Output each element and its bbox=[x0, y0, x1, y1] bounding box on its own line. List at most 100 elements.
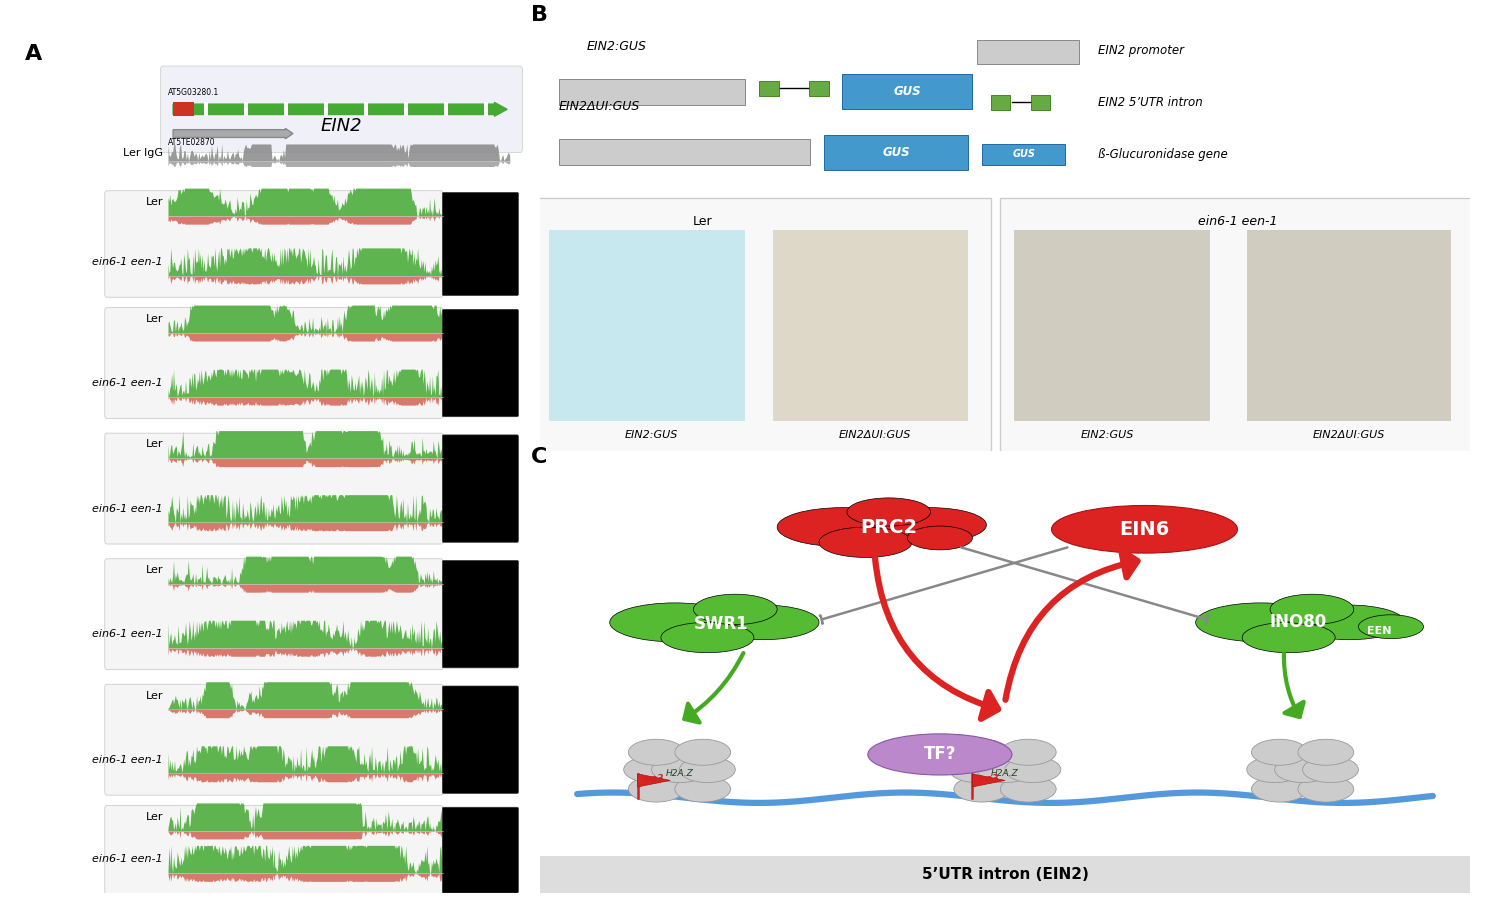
FancyBboxPatch shape bbox=[160, 66, 522, 152]
Text: ein6-1 een-1: ein6-1 een-1 bbox=[93, 378, 164, 388]
Ellipse shape bbox=[1242, 622, 1335, 653]
Polygon shape bbox=[638, 774, 670, 787]
Bar bbox=[1246, 230, 1452, 420]
Bar bbox=[244, 103, 248, 116]
Text: EIN6: EIN6 bbox=[1119, 520, 1170, 538]
Text: GUS: GUS bbox=[894, 85, 921, 98]
Circle shape bbox=[624, 757, 680, 783]
Text: B: B bbox=[531, 5, 548, 25]
Circle shape bbox=[954, 776, 1010, 802]
Circle shape bbox=[950, 757, 1005, 783]
FancyBboxPatch shape bbox=[105, 190, 442, 298]
Text: TF?: TF? bbox=[924, 745, 956, 763]
Text: Ler: Ler bbox=[146, 565, 164, 575]
Circle shape bbox=[1302, 757, 1359, 783]
Text: EIN2 5’UTR intron: EIN2 5’UTR intron bbox=[1098, 96, 1203, 109]
Circle shape bbox=[976, 757, 1034, 783]
FancyArrow shape bbox=[172, 103, 507, 116]
Bar bbox=[484, 103, 489, 116]
Ellipse shape bbox=[777, 508, 908, 547]
Text: ein6-1 een-1: ein6-1 een-1 bbox=[93, 755, 164, 765]
Bar bbox=[992, 95, 1010, 110]
Bar bbox=[808, 81, 830, 96]
Text: Ler: Ler bbox=[693, 215, 712, 228]
Text: me3: me3 bbox=[642, 774, 664, 783]
Text: AT5TE02870: AT5TE02870 bbox=[168, 138, 216, 147]
Bar bbox=[404, 103, 408, 116]
FancyArrow shape bbox=[172, 128, 292, 139]
Text: EIN2:GUS: EIN2:GUS bbox=[626, 430, 678, 440]
FancyBboxPatch shape bbox=[442, 435, 519, 542]
Bar bbox=[540, 856, 1470, 893]
Bar bbox=[172, 103, 194, 116]
Ellipse shape bbox=[609, 603, 740, 642]
Bar bbox=[843, 74, 972, 109]
Text: Ler: Ler bbox=[146, 197, 164, 207]
Ellipse shape bbox=[847, 498, 930, 526]
Ellipse shape bbox=[708, 605, 819, 640]
Bar bbox=[772, 230, 968, 420]
Ellipse shape bbox=[1196, 603, 1326, 642]
Bar bbox=[444, 103, 448, 116]
FancyBboxPatch shape bbox=[105, 558, 442, 669]
Text: GUS: GUS bbox=[882, 146, 910, 159]
FancyBboxPatch shape bbox=[105, 433, 442, 544]
FancyArrowPatch shape bbox=[874, 558, 998, 719]
Circle shape bbox=[954, 740, 1010, 765]
Bar bbox=[324, 103, 328, 116]
Circle shape bbox=[1298, 740, 1353, 765]
Text: me3: me3 bbox=[976, 774, 999, 783]
Text: INO80: INO80 bbox=[1269, 613, 1326, 631]
Bar bbox=[284, 103, 288, 116]
Circle shape bbox=[1298, 776, 1353, 802]
Ellipse shape bbox=[874, 508, 987, 542]
Bar bbox=[549, 230, 744, 420]
Text: AT5G03280.1: AT5G03280.1 bbox=[168, 88, 219, 97]
Text: C: C bbox=[531, 447, 548, 467]
Circle shape bbox=[675, 776, 730, 802]
Text: H2A.Z: H2A.Z bbox=[992, 769, 1018, 778]
Text: Ler IgG: Ler IgG bbox=[123, 148, 164, 158]
Bar bbox=[981, 143, 1065, 165]
Text: Ler: Ler bbox=[146, 314, 164, 324]
Bar bbox=[1030, 95, 1050, 110]
Text: EIN2ΔUI:GUS: EIN2ΔUI:GUS bbox=[558, 100, 640, 114]
Ellipse shape bbox=[868, 734, 1012, 775]
FancyBboxPatch shape bbox=[442, 309, 519, 417]
Circle shape bbox=[1005, 757, 1060, 783]
Ellipse shape bbox=[819, 527, 912, 557]
Text: H2A.Z: H2A.Z bbox=[666, 769, 693, 778]
Ellipse shape bbox=[1359, 615, 1424, 639]
Circle shape bbox=[1251, 740, 1306, 765]
FancyArrowPatch shape bbox=[684, 653, 744, 723]
Circle shape bbox=[1251, 776, 1306, 802]
Text: ein6-1 een-1: ein6-1 een-1 bbox=[93, 503, 164, 513]
Text: ein6-1 een-1: ein6-1 een-1 bbox=[93, 854, 164, 864]
Text: EIN2:GUS: EIN2:GUS bbox=[586, 40, 646, 52]
FancyArrowPatch shape bbox=[1284, 653, 1304, 717]
Bar bbox=[759, 81, 778, 96]
Text: PRC2: PRC2 bbox=[859, 518, 918, 537]
Bar bbox=[558, 139, 810, 165]
Text: ein6-1 een-1: ein6-1 een-1 bbox=[93, 629, 164, 640]
Bar bbox=[976, 40, 1080, 63]
Text: ein6-1 een-1: ein6-1 een-1 bbox=[93, 257, 164, 267]
Text: ein6-1 een-1: ein6-1 een-1 bbox=[1197, 215, 1276, 228]
Bar bbox=[558, 78, 744, 105]
FancyBboxPatch shape bbox=[1000, 198, 1474, 453]
Text: EIN2ΔUI:GUS: EIN2ΔUI:GUS bbox=[839, 430, 910, 440]
Text: EIN2 promoter: EIN2 promoter bbox=[1098, 44, 1184, 57]
Circle shape bbox=[651, 757, 708, 783]
FancyArrowPatch shape bbox=[962, 548, 1209, 623]
Text: GUS: GUS bbox=[1013, 150, 1035, 160]
FancyArrowPatch shape bbox=[821, 548, 1068, 623]
Text: EEN: EEN bbox=[1366, 626, 1390, 636]
Text: 5’UTR intron (EIN2): 5’UTR intron (EIN2) bbox=[921, 868, 1089, 882]
FancyBboxPatch shape bbox=[105, 685, 442, 796]
Bar bbox=[204, 103, 209, 116]
Ellipse shape bbox=[662, 622, 754, 653]
FancyArrowPatch shape bbox=[1005, 550, 1137, 700]
FancyBboxPatch shape bbox=[442, 560, 519, 667]
Ellipse shape bbox=[908, 526, 972, 550]
Ellipse shape bbox=[693, 594, 777, 624]
